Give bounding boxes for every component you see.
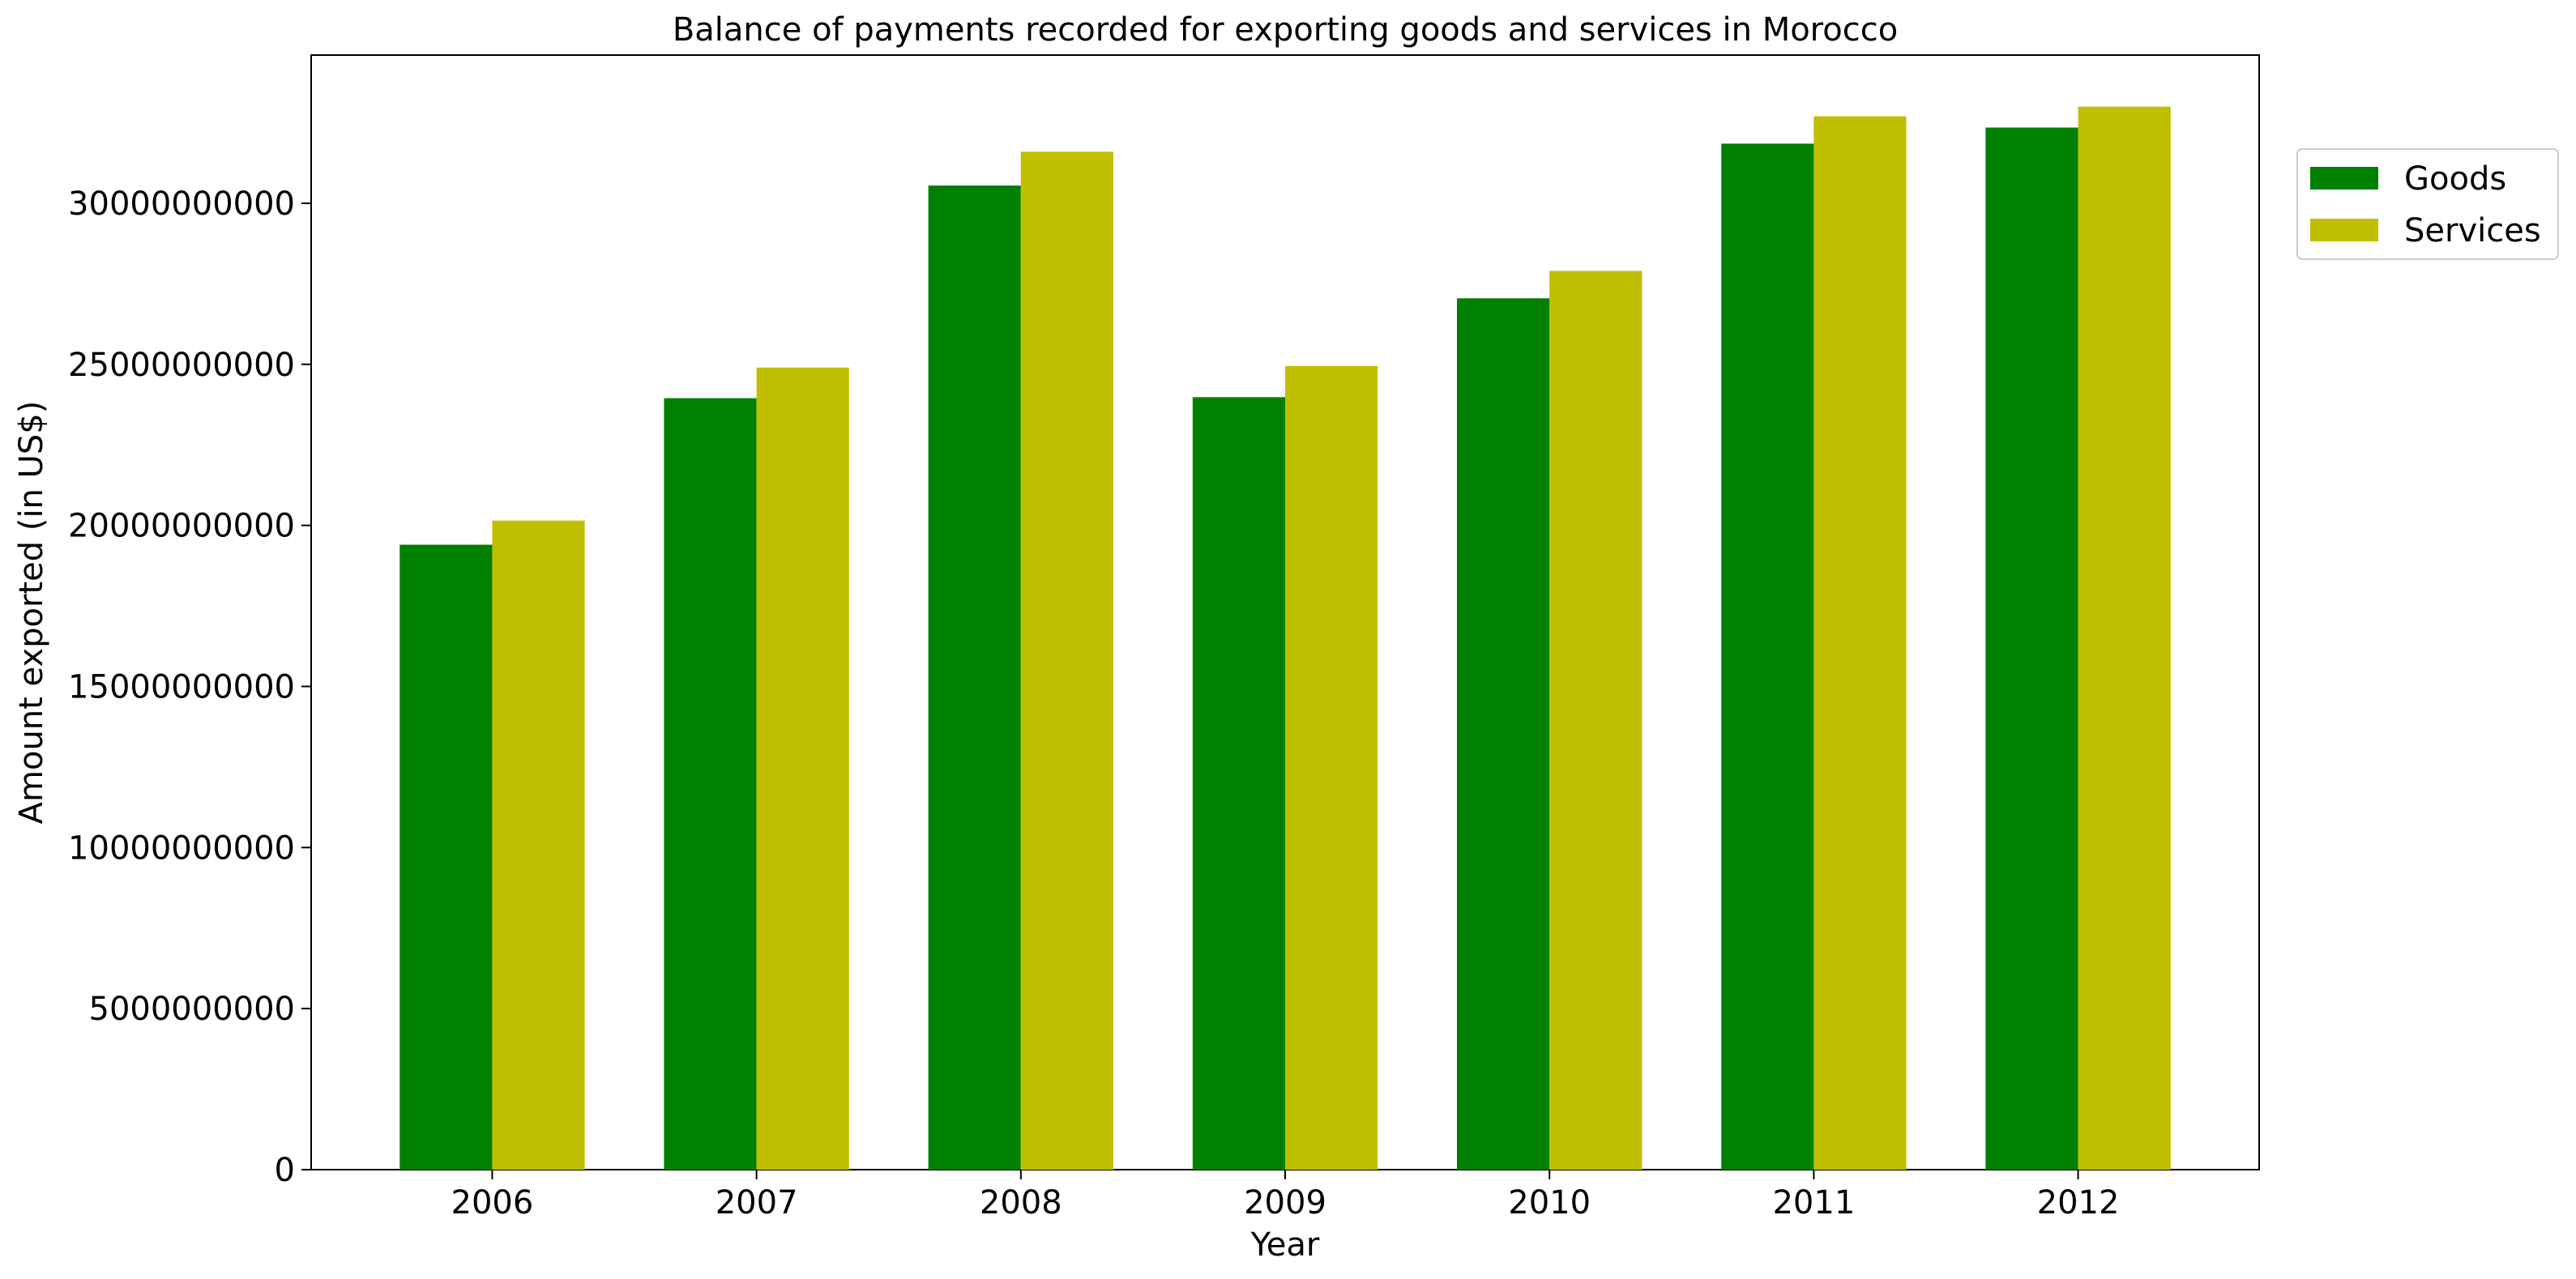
legend-swatch-goods xyxy=(2310,167,2378,190)
bar-services-2010 xyxy=(1549,271,1643,1170)
x-tick-label-2012: 2012 xyxy=(2037,1184,2120,1221)
y-tick-label: 15000000000 xyxy=(68,668,295,706)
bar-services-2008 xyxy=(1020,151,1113,1170)
legend-swatch-services xyxy=(2310,219,2378,241)
x-tick-label-2009: 2009 xyxy=(1244,1184,1326,1221)
legend-label-services: Services xyxy=(2404,212,2541,249)
bar-goods-2012 xyxy=(1985,127,2078,1170)
bar-goods-2006 xyxy=(399,544,493,1170)
legend: Goods Services xyxy=(2296,148,2559,260)
bar-services-2007 xyxy=(756,367,849,1170)
bar-goods-2007 xyxy=(664,398,757,1170)
chart-title: Balance of payments recorded for exporti… xyxy=(673,11,1898,49)
y-axis: 0 5000000000 10000000000 15000000000 2000000… xyxy=(68,185,311,1189)
x-tick-label-2010: 2010 xyxy=(1508,1184,1591,1221)
bar-goods-2008 xyxy=(928,185,1021,1170)
bar-services-2006 xyxy=(492,520,585,1170)
bar-goods-2009 xyxy=(1192,397,1285,1170)
y-tick-label: 30000000000 xyxy=(68,185,295,223)
bars-group xyxy=(399,106,2171,1170)
x-axis-label: Year xyxy=(1250,1226,1320,1264)
bar-services-2012 xyxy=(2078,106,2171,1170)
x-tick-label-2006: 2006 xyxy=(451,1184,534,1221)
y-tick-label: 25000000000 xyxy=(68,347,295,384)
y-tick-label: 0 xyxy=(275,1152,295,1189)
x-axis: 2006 2007 2008 2009 2010 2011 2012 xyxy=(451,1170,2120,1221)
x-tick-label-2007: 2007 xyxy=(716,1184,798,1221)
bar-goods-2010 xyxy=(1457,298,1550,1170)
bar-services-2009 xyxy=(1285,365,1378,1170)
bar-services-2011 xyxy=(1813,116,1907,1170)
y-tick-label: 20000000000 xyxy=(68,508,295,545)
legend-label-goods: Goods xyxy=(2404,160,2506,198)
y-axis-label: Amount exported (in US$) xyxy=(13,401,50,825)
bar-goods-2011 xyxy=(1721,143,1814,1170)
y-tick-label: 5000000000 xyxy=(89,991,296,1028)
x-tick-label-2008: 2008 xyxy=(980,1184,1062,1221)
x-tick-label-2011: 2011 xyxy=(1772,1184,1855,1221)
y-tick-label: 10000000000 xyxy=(68,829,295,867)
